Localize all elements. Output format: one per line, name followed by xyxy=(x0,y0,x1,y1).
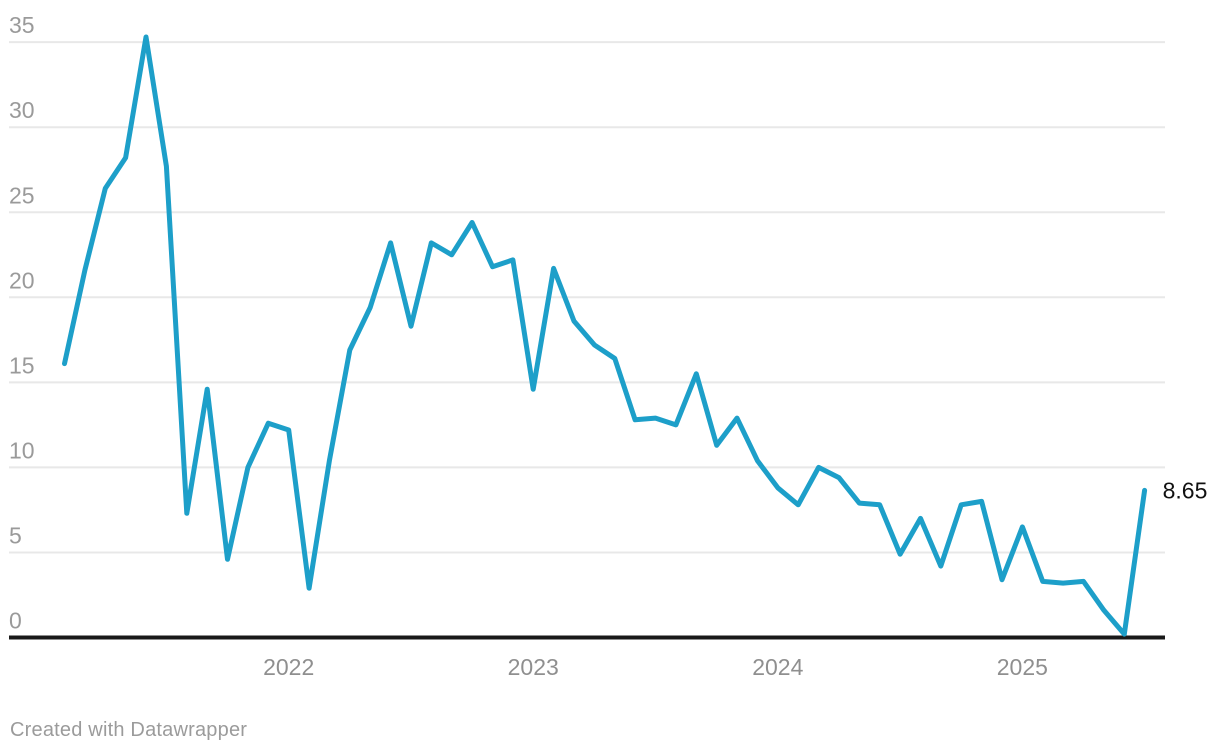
y-axis-tick-label: 25 xyxy=(9,182,35,208)
y-axis-tick-label: 5 xyxy=(9,522,22,548)
x-axis-tick-label: 2023 xyxy=(508,654,559,680)
y-axis-tick-label: 35 xyxy=(9,12,35,38)
line-chart-figure: 0 5 10 15 20 25 30 35 2022 2023 2024 2025 8.65 xyxy=(9,12,1208,680)
y-axis-tick-label: 0 xyxy=(9,608,22,634)
y-axis-tick-label: 20 xyxy=(9,267,35,293)
data-line xyxy=(62,34,1148,637)
datawrapper-attribution: Created with Datawrapper xyxy=(10,719,248,741)
y-axis-tick-label: 30 xyxy=(9,97,35,123)
x-axis-tick-label: 2024 xyxy=(752,654,803,680)
x-axis-tick-label: 2022 xyxy=(263,654,314,680)
x-axis-tick-label: 2025 xyxy=(997,654,1048,680)
end-value-label: 8.65 xyxy=(1163,477,1208,503)
y-axis-tick-label: 15 xyxy=(9,352,35,378)
y-axis-tick-label: 10 xyxy=(9,437,35,463)
